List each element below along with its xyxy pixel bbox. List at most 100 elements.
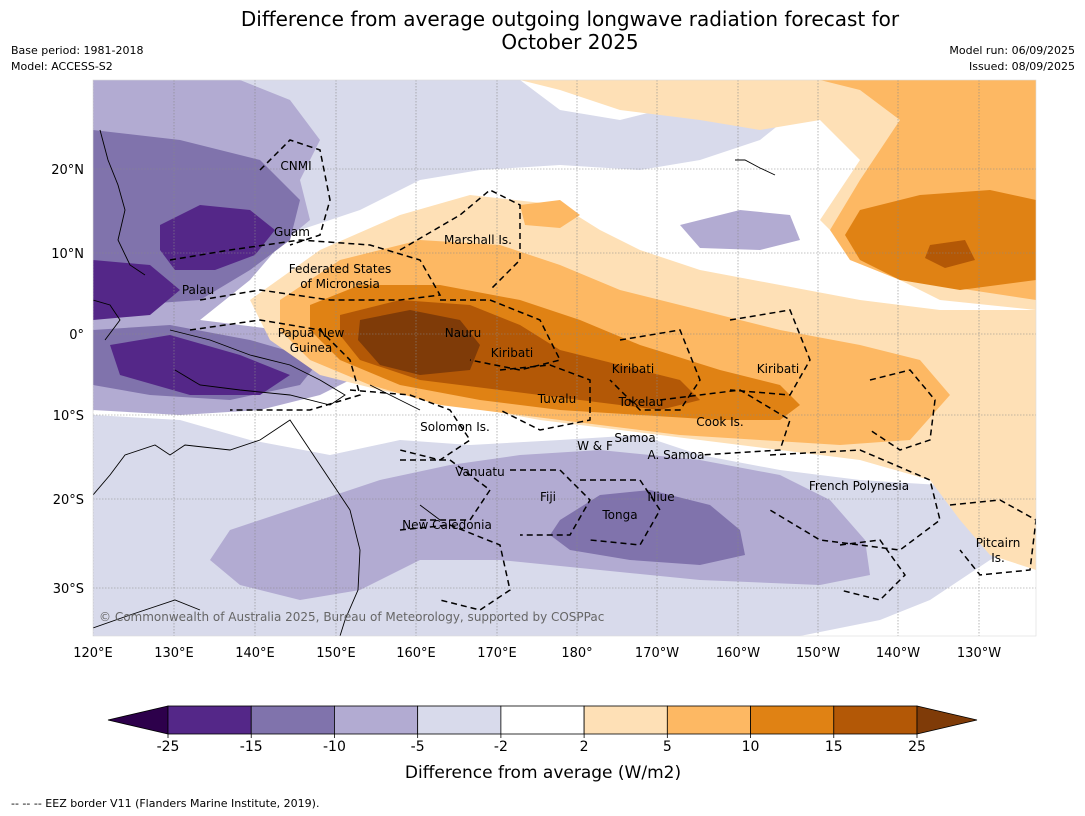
region-label: Cook Is.: [696, 415, 743, 429]
region-label: Marshall Is.: [444, 233, 512, 247]
copyright-text: © Commonwealth of Australia 2025, Bureau…: [99, 610, 604, 624]
lat-tick-label: 0°: [69, 328, 84, 343]
eez-tuvalu: [499, 364, 591, 431]
coast-australia-south: [93, 599, 201, 629]
pos-region-northeast-strong: [845, 190, 1036, 290]
region-label: French Polynesia: [809, 479, 909, 493]
base-period: Base period: 1981-2018: [11, 44, 144, 57]
colorbar-segment: [167, 705, 252, 735]
neg-region-palau: [160, 205, 275, 270]
eez-fiji: [510, 469, 591, 536]
eez-footnote: -- -- -- EEZ border V11 (Flanders Marine…: [11, 797, 320, 810]
coastlines: [93, 129, 776, 636]
eez-cnmi: [259, 139, 331, 246]
region-label: Pitcairn: [976, 536, 1021, 550]
region-label: Vanuatu: [455, 465, 505, 479]
neg-region-png-core: [110, 335, 290, 395]
eez-tonga: [580, 479, 661, 546]
lon-tick-label: 170°W: [635, 646, 679, 661]
eez-nauru-kiribati: [440, 299, 562, 371]
colorbar-tick-label: 25: [908, 739, 926, 755]
coast-solomon: [369, 384, 421, 411]
region-label: Federated States: [289, 262, 391, 276]
colorbar-segment: [334, 705, 419, 735]
meta-right: Model run: 06/09/2025 Issued: 08/09/2025: [949, 43, 1075, 75]
region-label: A. Samoa: [648, 448, 705, 462]
eez-new-caledonia: [399, 524, 511, 611]
coast-philippines: [99, 129, 146, 276]
region-label: Fiji: [540, 490, 556, 504]
meta-left: Base period: 1981-2018 Model: ACCESS-S2: [11, 43, 143, 75]
lon-tick-label: 120°E: [73, 646, 113, 661]
region-label: Kiribati: [757, 362, 799, 376]
eez-kiribati-east: [729, 309, 811, 396]
lon-tick-label: 180°: [561, 646, 592, 661]
eez-vanuatu: [400, 459, 492, 521]
lon-tick-label: 160°E: [396, 646, 436, 661]
region-label: Tuvalu: [537, 392, 577, 406]
colorbar: -25 -15 -10 -5 -2 2 5 10 15 25: [107, 705, 978, 755]
coast-new-guinea: [169, 329, 346, 406]
colorbar-extend-high: [916, 705, 978, 735]
colorbar-tick-label: -5: [411, 739, 425, 755]
lon-axis-labels: 120°E 130°E 140°E 150°E 160°E 170°E 180° 170°W 1…: [73, 646, 1001, 661]
neg-region-tonga: [550, 490, 745, 565]
eez-kermadec: [839, 539, 906, 601]
region-label: Samoa: [614, 431, 655, 445]
region-label: Tokelau: [618, 395, 664, 409]
region-label: Kiribati: [612, 362, 654, 376]
pos-region-northeast-core: [925, 240, 975, 268]
eez-fsm: [169, 239, 442, 301]
eez-borders: [169, 139, 1036, 611]
region-label: Niue: [647, 490, 674, 504]
region-label: CNMI: [280, 159, 311, 173]
region-label: Guam: [274, 225, 310, 239]
colorbar-tick-label: -2: [494, 739, 508, 755]
graticule: [93, 80, 1036, 636]
region-label: Tonga: [601, 508, 637, 522]
neg-region-png-west: [93, 260, 180, 320]
coast-borneo: [93, 299, 121, 341]
colorbar-tick-label: -15: [240, 739, 263, 755]
issued-date: Issued: 08/09/2025: [968, 60, 1075, 73]
pos-region-marshall: [520, 200, 580, 228]
eez-marshall: [399, 189, 521, 291]
eez-png: [189, 319, 361, 411]
lat-tick-label: 10°S: [53, 409, 84, 424]
colorbar-segment: [833, 705, 918, 735]
pos-region-band-max: [358, 310, 480, 375]
eez-french-polynesia: [769, 449, 941, 551]
coast-new-caledonia: [419, 504, 441, 521]
eez-east: [869, 369, 936, 451]
colorbar-segment: [750, 705, 835, 735]
lon-tick-label: 150°E: [316, 646, 356, 661]
colorbar-segment: [250, 705, 335, 735]
eez-solomon: [349, 389, 472, 461]
model-name: Model: ACCESS-S2: [11, 60, 113, 73]
region-label: Solomon Is.: [420, 420, 490, 434]
lon-tick-label: 140°W: [876, 646, 920, 661]
model-run: Model run: 06/09/2025: [949, 44, 1075, 57]
lat-tick-label: 10°N: [51, 247, 84, 262]
lat-tick-label: 30°S: [53, 582, 84, 597]
region-label: Is.: [991, 551, 1005, 565]
region-label: Guinea: [290, 341, 333, 355]
eez-pitcairn: [949, 499, 1036, 576]
lon-tick-label: 140°E: [235, 646, 275, 661]
lon-tick-label: 160°W: [716, 646, 760, 661]
lon-tick-label: 150°W: [796, 646, 840, 661]
region-label: New Caledonia: [402, 518, 492, 532]
region-label: of Micronesia: [300, 277, 380, 291]
colorbar-tick-label: 2: [580, 739, 589, 755]
region-label: Kiribati: [491, 346, 533, 360]
lat-axis-labels: 20°N 10°N 0° 10°S 20°S 30°S: [51, 163, 84, 597]
lon-tick-label: 130°E: [154, 646, 194, 661]
colorbar-segment: [500, 705, 585, 735]
lat-tick-label: 20°S: [53, 493, 84, 508]
colorbar-segment: [417, 705, 502, 735]
lon-tick-label: 130°W: [957, 646, 1001, 661]
coast-australia: [93, 419, 361, 636]
region-label: Palau: [182, 283, 214, 297]
